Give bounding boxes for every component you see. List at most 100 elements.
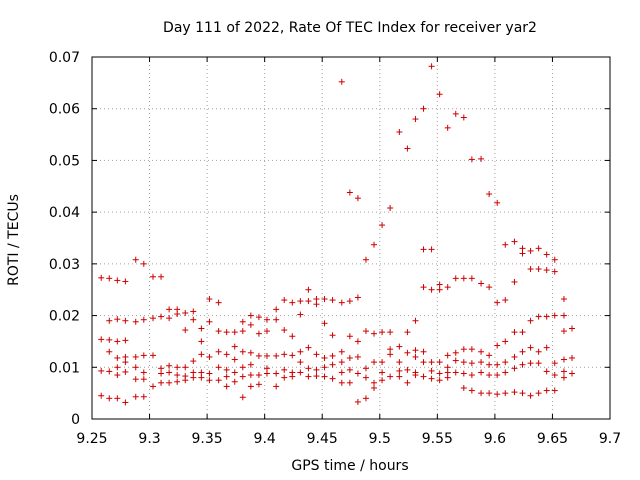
data-point [206, 377, 213, 384]
data-point [239, 373, 246, 380]
data-point [247, 361, 254, 368]
data-point [338, 359, 345, 366]
data-point [98, 274, 105, 281]
data-point [114, 316, 121, 323]
data-point [255, 330, 262, 337]
x-tick-label: 9.35 [192, 431, 223, 447]
data-point [379, 377, 386, 384]
data-point [215, 364, 222, 371]
data-point [551, 312, 558, 319]
data-point [511, 278, 518, 285]
data-point [420, 246, 427, 253]
data-point [114, 372, 121, 379]
data-point [569, 354, 576, 361]
data-point [239, 318, 246, 325]
data-point [223, 329, 230, 336]
data-point [182, 327, 189, 334]
data-point [560, 356, 567, 363]
data-point [122, 278, 129, 285]
data-point [305, 373, 312, 380]
data-point [321, 373, 328, 380]
data-point [551, 387, 558, 394]
data-point [255, 314, 262, 321]
data-point [231, 378, 238, 385]
data-point [527, 247, 534, 254]
data-point [166, 369, 173, 376]
data-point [460, 370, 467, 377]
data-point [255, 381, 262, 388]
data-point [106, 275, 113, 282]
data-point [247, 372, 254, 379]
data-point [478, 280, 485, 287]
data-point [354, 294, 361, 301]
data-point [502, 338, 509, 345]
data-point [535, 313, 542, 320]
data-point [560, 296, 567, 303]
data-point [114, 364, 121, 371]
data-point [338, 348, 345, 355]
data-points [98, 63, 576, 406]
data-point [273, 383, 280, 390]
data-point [231, 356, 238, 363]
data-point [281, 297, 288, 304]
data-point [198, 338, 205, 345]
data-point [122, 359, 129, 366]
data-point [560, 374, 567, 381]
data-point [329, 297, 336, 304]
data-point [132, 353, 139, 360]
data-point [494, 361, 501, 368]
data-point [362, 328, 369, 335]
data-point [206, 318, 213, 325]
data-point [535, 245, 542, 252]
data-point [551, 360, 558, 367]
x-tick-label: 9.25 [76, 431, 107, 447]
data-point [560, 328, 567, 335]
data-point [106, 368, 113, 375]
data-point [543, 387, 550, 394]
data-point [428, 367, 435, 374]
data-point [436, 377, 443, 384]
data-point [371, 379, 378, 386]
data-point [215, 328, 222, 335]
data-point [494, 199, 501, 206]
data-point [444, 124, 451, 131]
data-point [519, 329, 526, 336]
y-tick-label: 0.06 [49, 102, 80, 118]
y-tick-label: 0.02 [49, 309, 80, 325]
data-point [106, 317, 113, 324]
data-point [444, 352, 451, 359]
data-point [158, 379, 165, 386]
data-point [338, 379, 345, 386]
data-point [354, 370, 361, 377]
data-point [338, 299, 345, 306]
y-tick-label: 0.04 [49, 205, 80, 221]
data-point [511, 238, 518, 245]
data-point [158, 313, 165, 320]
data-point [158, 370, 165, 377]
data-point [122, 337, 129, 344]
data-point [535, 360, 542, 367]
data-point [281, 327, 288, 334]
data-point [412, 372, 419, 379]
data-point [106, 336, 113, 343]
data-point [379, 369, 386, 376]
data-point [412, 347, 419, 354]
data-point [198, 374, 205, 381]
data-point [321, 320, 328, 327]
data-point [182, 364, 189, 371]
data-point [255, 352, 262, 359]
data-point [468, 275, 475, 282]
data-point [412, 353, 419, 360]
data-point [297, 311, 304, 318]
data-point [543, 267, 550, 274]
data-point [569, 325, 576, 332]
x-tick-label: 9.45 [307, 431, 338, 447]
data-point [404, 349, 411, 356]
data-point [98, 367, 105, 374]
axis-ticks: 9.25 9.3 9.35 9.4 9.45 9.5 9.55 9.6 9.65 9.7 0 0.01… [49, 50, 621, 447]
data-point [527, 344, 534, 351]
data-point [404, 145, 411, 152]
data-point [428, 63, 435, 70]
data-point [263, 352, 270, 359]
